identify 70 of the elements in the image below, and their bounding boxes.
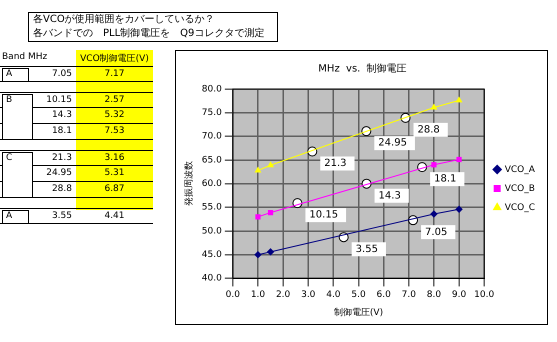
text: 5.32 [103, 110, 126, 121]
text: 各バンドでの PLL制御電圧を Q9コレクタで測定 [33, 27, 266, 41]
y-tick-label: 75.0 [202, 108, 222, 118]
annotation: 21.3 [324, 158, 347, 170]
point [456, 96, 462, 102]
text: C [2, 152, 33, 198]
point [254, 166, 262, 172]
point [456, 156, 462, 162]
x-tick-label: 9.0 [452, 290, 466, 300]
y-tick-label: 40.0 [202, 274, 222, 284]
text: 3.55 [52, 211, 72, 221]
legend-label: VCO_B [504, 184, 535, 194]
text: 7.05 [52, 69, 72, 79]
y-axis-title: 発振周波数 [184, 161, 195, 206]
point [430, 210, 438, 218]
x-tick-label: 2.0 [276, 290, 291, 300]
x-tick-label: 7.0 [402, 290, 416, 300]
text: B [2, 94, 33, 140]
text: Band MHz [2, 52, 48, 62]
x-tick-label: 8.0 [426, 290, 442, 300]
y-tick-label: 60.0 [202, 179, 222, 190]
x-axis-title: 制御電圧(V) [334, 306, 384, 318]
annotation: 14.3 [378, 190, 401, 202]
text: 4.41 [103, 211, 126, 222]
y-tick-label: 45.0 [202, 250, 222, 260]
point [456, 206, 463, 213]
text: 7.17 [103, 69, 126, 80]
text: 28.8 [50, 184, 72, 195]
text: 3.16 [103, 153, 126, 164]
text: VCO制御電圧(V) [79, 52, 150, 65]
x-tick-label: 0.0 [226, 290, 240, 300]
x-tick-label: 6.0 [376, 290, 392, 300]
text: 24.95 [45, 168, 72, 179]
text: 14.3 [50, 110, 72, 121]
point [268, 210, 274, 216]
point [267, 162, 274, 168]
y-tick-label: 50.0 [202, 226, 222, 236]
annotation: 24.95 [378, 138, 407, 149]
x-tick-label: 3.0 [301, 290, 316, 300]
point [255, 214, 261, 220]
text: 5.31 [103, 168, 126, 179]
legend-label: VCO_C [504, 202, 536, 213]
y-tick-label: 55.0 [202, 202, 222, 213]
y-tick-label: 70.0 [202, 132, 222, 142]
text: 18.1 [50, 126, 72, 137]
text: 6.87 [103, 184, 126, 195]
legend-label: VCO_A [504, 164, 536, 175]
y-tick-label: 65.0 [202, 155, 222, 166]
text: 10.15 [46, 95, 72, 105]
point [430, 104, 438, 110]
text: 7.53 [103, 126, 126, 137]
x-tick-label: 10.0 [474, 290, 494, 300]
text: 21.3 [52, 153, 72, 163]
point [267, 248, 274, 256]
y-tick-label: 80.0 [202, 84, 222, 94]
point [431, 162, 437, 168]
text: 2.57 [103, 95, 126, 106]
text: A [2, 210, 29, 224]
annotation: 3.55 [356, 244, 378, 255]
chart-title: MHz vs. 制御電圧 [318, 62, 407, 75]
x-tick-label: 1.0 [250, 290, 266, 300]
x-tick-label: 5.0 [351, 290, 366, 300]
text: A [2, 68, 29, 82]
annotation: 10.15 [309, 210, 338, 221]
x-tick-label: 4.0 [326, 290, 341, 300]
annotation: 28.8 [418, 124, 440, 136]
text: 各VCOが使用範囲をカバーしているか？ [33, 13, 216, 27]
point [254, 251, 262, 258]
annotation: 18.1 [434, 174, 456, 185]
annotation: 7.05 [425, 226, 448, 238]
